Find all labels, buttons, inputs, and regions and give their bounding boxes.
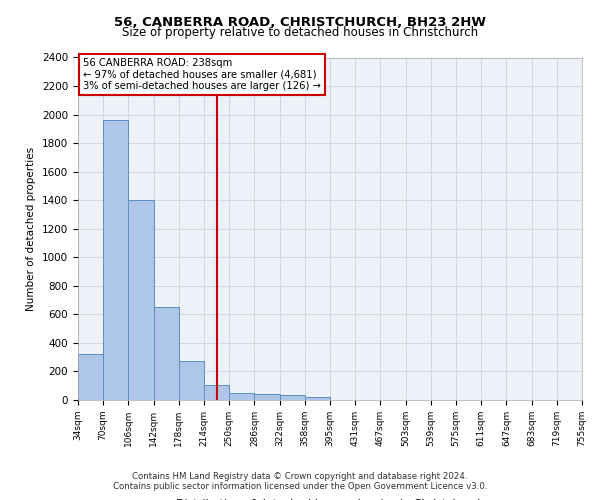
Bar xyxy=(128,200,154,400)
Bar xyxy=(204,385,229,400)
Bar xyxy=(103,120,128,400)
Text: Contains HM Land Registry data © Crown copyright and database right 2024.
Contai: Contains HM Land Registry data © Crown c… xyxy=(113,472,487,491)
X-axis label: Distribution of detached houses by size in Christchurch: Distribution of detached houses by size … xyxy=(176,499,484,500)
Text: 56 CANBERRA ROAD: 238sqm
← 97% of detached houses are smaller (4,681)
3% of semi: 56 CANBERRA ROAD: 238sqm ← 97% of detach… xyxy=(83,58,321,92)
Bar xyxy=(154,307,179,400)
Text: Size of property relative to detached houses in Christchurch: Size of property relative to detached ho… xyxy=(122,26,478,39)
Text: 56, CANBERRA ROAD, CHRISTCHURCH, BH23 2HW: 56, CANBERRA ROAD, CHRISTCHURCH, BH23 2H… xyxy=(114,16,486,29)
Bar xyxy=(229,393,254,400)
Bar xyxy=(280,394,305,400)
Bar xyxy=(305,397,330,400)
Bar xyxy=(254,394,280,400)
Y-axis label: Number of detached properties: Number of detached properties xyxy=(26,146,37,311)
Bar xyxy=(179,361,204,400)
Bar xyxy=(78,354,103,400)
